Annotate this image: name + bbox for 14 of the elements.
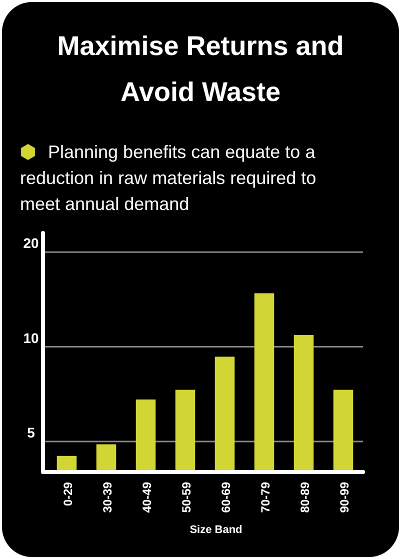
x-tick-label: 90-99 — [337, 482, 352, 513]
y-tick-label: 20 — [23, 235, 39, 252]
chart-title: Maximise Returns and Avoid Waste — [57, 31, 344, 107]
x-tick-label: 80-89 — [298, 482, 312, 513]
x-tick-label: 60-69 — [218, 482, 233, 513]
x-tick-label: 30-39 — [100, 482, 114, 513]
x-tick-label: 50-59 — [179, 482, 194, 513]
x-axis-title: Size Band — [190, 524, 242, 536]
y-tick-label: 5 — [27, 424, 36, 441]
y-tick-label: 10 — [23, 330, 39, 346]
chart-subtitle: Planning benefits can equate to a reduction in raw materials required to meet annual demand — [20, 142, 316, 214]
x-tick-label: 0-29 — [60, 482, 75, 506]
x-tick-label: 70-79 — [258, 482, 272, 513]
x-tick-label: 40-49 — [140, 482, 154, 513]
